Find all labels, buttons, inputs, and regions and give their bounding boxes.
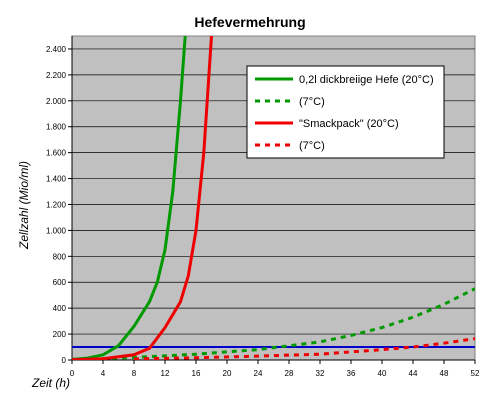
x-tick-label: 40 xyxy=(378,369,387,378)
y-axis-label: Zellzahl (Mio/ml) xyxy=(17,161,31,250)
x-tick-label: 32 xyxy=(316,369,325,378)
x-tick-label: 16 xyxy=(192,369,201,378)
x-axis-label: Zeit (h) xyxy=(31,376,70,390)
y-tick-label: 600 xyxy=(53,278,67,287)
legend-label-1: (7°C) xyxy=(299,96,325,108)
x-tick-label: 0 xyxy=(70,369,75,378)
x-tick-label: 12 xyxy=(161,369,170,378)
y-tick-label: 2.000 xyxy=(46,97,67,106)
x-tick-label: 4 xyxy=(101,369,106,378)
y-tick-label: 1.600 xyxy=(46,149,67,158)
y-tick-label: 1.400 xyxy=(46,175,67,184)
legend-label-2: "Smackpack" (20°C) xyxy=(299,118,399,130)
series-line-3 xyxy=(133,337,475,360)
x-tick-label: 8 xyxy=(132,369,137,378)
x-tick-label: 20 xyxy=(223,369,232,378)
x-tick-label: 52 xyxy=(471,369,480,378)
legend-label-0: 0,2l dickbreiige Hefe (20°C) xyxy=(299,74,434,86)
x-tick-label: 44 xyxy=(409,369,418,378)
y-tick-label: 1.000 xyxy=(46,226,67,235)
y-tick-label: 800 xyxy=(53,252,67,261)
legend: 0,2l dickbreiige Hefe (20°C) (7°C) "Smackp… xyxy=(246,65,445,159)
x-tick-label: 24 xyxy=(254,369,263,378)
x-tick-label: 48 xyxy=(440,369,449,378)
y-tick-label: 400 xyxy=(53,304,67,313)
y-tick-label: 1.200 xyxy=(46,200,67,209)
series-line-1 xyxy=(72,287,475,360)
legend-box xyxy=(246,65,445,159)
y-tick-label: 2.200 xyxy=(46,71,67,80)
y-tick-label: 1.800 xyxy=(46,123,67,132)
y-tick-label: 200 xyxy=(53,330,67,339)
y-tick-label: 0 xyxy=(62,356,67,365)
series-line-2 xyxy=(72,36,213,360)
x-tick-label: 28 xyxy=(285,369,294,378)
y-tick-label: 2.400 xyxy=(46,45,67,54)
series-line-0 xyxy=(72,36,187,360)
legend-label-3: (7°C) xyxy=(299,140,325,152)
x-tick-label: 36 xyxy=(347,369,356,378)
chart-title: Hefevermehrung xyxy=(194,14,305,30)
